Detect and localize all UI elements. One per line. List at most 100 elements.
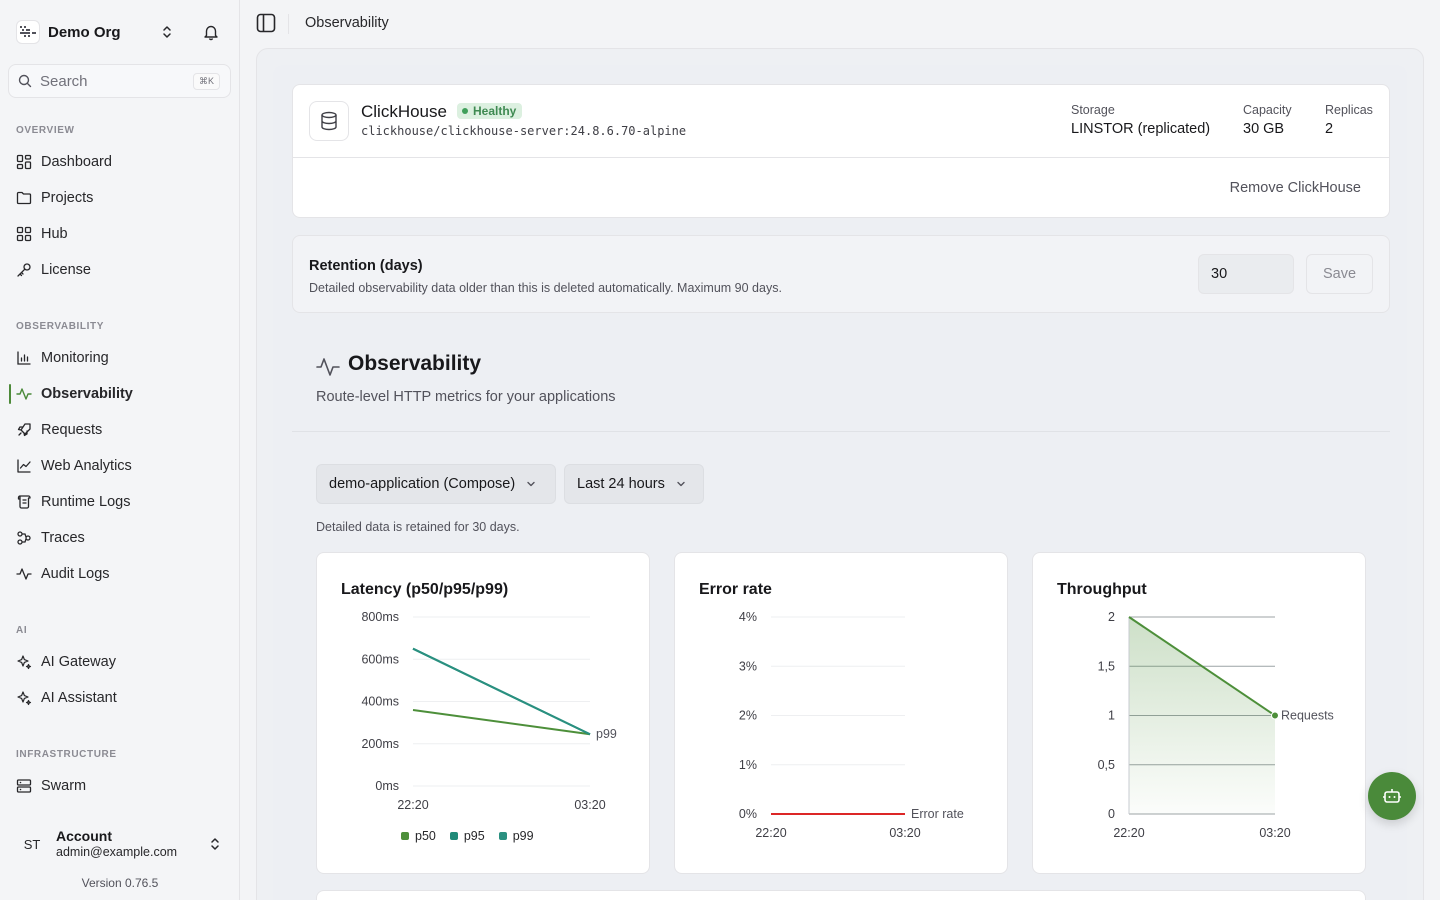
storage-value: LINSTOR (replicated)	[1071, 121, 1211, 137]
rocket-icon	[17, 423, 31, 437]
sidebar-item-traces[interactable]: Traces	[8, 522, 232, 554]
capacity-info: Capacity 30 GB	[1243, 103, 1292, 137]
legend-label: p50	[415, 829, 436, 843]
series-line-requests	[1128, 616, 1276, 717]
time-range-select[interactable]: Last 24 hours	[564, 464, 704, 504]
search-icon	[18, 74, 32, 88]
divider	[292, 431, 1390, 432]
activity-icon	[316, 358, 340, 376]
next-card	[316, 890, 1366, 900]
account-name: Account	[56, 828, 112, 844]
y-tick-label: 400ms	[361, 695, 399, 709]
sidebar-item-label: Runtime Logs	[41, 494, 131, 510]
sidebar-item-swarm[interactable]: Swarm	[8, 770, 232, 802]
sidebar-item-ai-gateway[interactable]: AI Gateway	[8, 646, 232, 678]
scroll-icon	[17, 495, 31, 509]
series-end-label: p99	[596, 727, 617, 741]
legend-item: p99	[498, 829, 534, 843]
sidebar-item-hub[interactable]: Hub	[8, 218, 232, 250]
retention-days-input[interactable]: 30	[1198, 254, 1294, 294]
sidebar-item-license[interactable]: License	[8, 254, 232, 286]
remove-clickhouse-button[interactable]: Remove ClickHouse	[1229, 180, 1361, 196]
y-tick-label: 200ms	[361, 737, 399, 751]
replicas-info: Replicas 2	[1325, 103, 1373, 137]
sidebar-item-label: Dashboard	[41, 154, 112, 170]
y-tick-label: 3%	[739, 659, 757, 673]
time-range-select-value: Last 24 hours	[577, 476, 665, 492]
account-menu[interactable]: ST Account admin@example.com	[8, 822, 232, 866]
avatar: ST	[16, 828, 48, 860]
chevron-down-icon	[677, 481, 685, 487]
x-tick-label: 22:20	[755, 826, 786, 840]
series-line-p99	[412, 647, 591, 736]
database-icon	[309, 101, 349, 141]
chevron-down-icon	[527, 481, 535, 487]
grid-icon	[16, 226, 32, 242]
legend-swatch	[449, 832, 458, 840]
section-label-ai: AI	[16, 625, 28, 636]
section-label-observability: OBSERVABILITY	[16, 321, 104, 332]
search-shortcut: ⌘K	[192, 73, 220, 90]
status-badge: Healthy	[457, 103, 523, 119]
org-switcher[interactable]: Demo Org	[16, 18, 224, 46]
sidebar-item-observability[interactable]: Observability	[8, 378, 232, 410]
legend-label: p99	[512, 829, 534, 843]
sidebar-item-label: Web Analytics	[41, 458, 132, 474]
y-tick-label: 0	[1108, 807, 1115, 821]
sidebar-item-web-analytics[interactable]: Web Analytics	[8, 450, 232, 482]
save-button[interactable]: Save	[1306, 254, 1373, 294]
sidebar-item-requests[interactable]: Requests	[8, 414, 232, 446]
legend-label: p95	[463, 829, 485, 843]
sidebar-item-label: Traces	[41, 530, 85, 546]
database-image: clickhouse/clickhouse-server:24.8.6.70-a…	[361, 124, 687, 138]
ai-assistant-button[interactable]	[1368, 772, 1416, 820]
sidebar-item-label: Swarm	[41, 778, 87, 794]
y-tick-label: 2	[1108, 610, 1115, 624]
series-line-p50	[412, 708, 591, 736]
section-label-infrastructure: INFRASTRUCTURE	[16, 749, 117, 760]
sidebar-item-monitoring[interactable]: Monitoring	[8, 342, 232, 374]
chart-title: Latency (p50/p95/p99)	[341, 581, 509, 598]
activity-icon	[16, 388, 32, 400]
sidebar-toggle-icon[interactable]	[256, 13, 276, 33]
section-label-overview: OVERVIEW	[16, 125, 75, 136]
bot-icon	[1383, 789, 1401, 803]
database-card: ClickHouse Healthy clickhouse/clickhouse…	[292, 84, 1390, 218]
folder-icon	[16, 191, 32, 205]
sidebar-item-label: Observability	[41, 386, 133, 402]
dashboard-icon	[16, 154, 32, 170]
application-select-value: demo-application (Compose)	[329, 476, 516, 492]
sidebar-item-runtime-logs[interactable]: Runtime Logs	[8, 486, 232, 518]
error-rate-chart: 4% 3% 2% 1% 0% 22:20 03:20 Error rate	[739, 610, 964, 840]
key-icon	[17, 263, 31, 277]
sidebar-item-projects[interactable]: Projects	[8, 182, 232, 214]
x-tick-label: 03:20	[889, 826, 920, 840]
header-divider	[288, 14, 289, 34]
sidebar-item-label: AI Assistant	[41, 690, 117, 706]
main-content: ClickHouse Healthy clickhouse/clickhouse…	[256, 48, 1424, 900]
y-tick-label: 1,5	[1098, 659, 1115, 673]
sidebar-item-label: Projects	[41, 190, 94, 206]
legend-item: p95	[449, 829, 485, 843]
legend-swatch	[498, 832, 507, 840]
series-end-label: Error rate	[911, 807, 964, 821]
page-breadcrumb: Observability	[305, 15, 389, 31]
activity-icon	[16, 568, 32, 580]
x-tick-label: 03:20	[1259, 826, 1290, 840]
bell-icon[interactable]	[202, 23, 220, 41]
throughput-chart: 2 1,5 1 0,5 0 22:20 03:20 Requests	[1098, 610, 1334, 840]
legend-swatch	[401, 832, 409, 840]
sidebar-item-dashboard[interactable]: Dashboard	[8, 146, 232, 178]
search-input[interactable]: Search ⌘K	[8, 64, 231, 98]
latency-chart-card: Latency (p50/p95/p99) 800ms 600ms 400ms 200…	[316, 552, 650, 874]
sparkles-icon	[17, 691, 32, 706]
retention-title: Retention (days)	[309, 258, 423, 274]
application-select[interactable]: demo-application (Compose)	[316, 464, 556, 504]
sidebar-item-ai-assistant[interactable]: AI Assistant	[8, 682, 232, 714]
sidebar-item-label: Hub	[41, 226, 68, 242]
org-logo	[16, 20, 40, 44]
sidebar-item-label: AI Gateway	[41, 654, 116, 670]
y-tick-label: 0ms	[375, 779, 399, 793]
sidebar-item-audit-logs[interactable]: Audit Logs	[8, 558, 232, 590]
sidebar-item-label: Requests	[41, 422, 103, 438]
